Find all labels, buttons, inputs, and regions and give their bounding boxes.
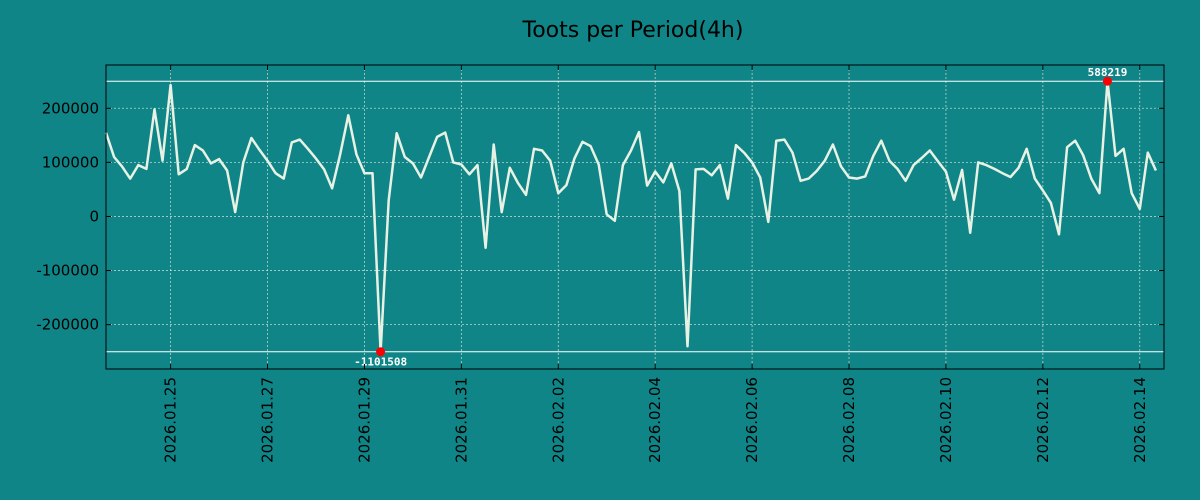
x-tick-label: 2026.02.14 bbox=[1131, 377, 1149, 463]
x-tick-label: 2026.02.12 bbox=[1034, 377, 1052, 463]
x-tick-label: 2026.01.25 bbox=[162, 377, 180, 463]
plot-frame bbox=[105, 64, 1165, 370]
x-tick-label: 2026.02.06 bbox=[743, 377, 761, 463]
x-tick-label: 2026.02.08 bbox=[840, 377, 858, 463]
x-tick-label: 2026.02.02 bbox=[549, 377, 567, 463]
y-tick-label: -100000 bbox=[36, 262, 99, 280]
series-line bbox=[104, 79, 1158, 353]
series-layer bbox=[104, 79, 1158, 353]
y-tick-label: 100000 bbox=[42, 153, 99, 171]
x-tick-label: 2026.02.10 bbox=[937, 377, 955, 463]
x-tick-label: 2026.01.29 bbox=[355, 377, 373, 463]
y-tick-label: 200000 bbox=[42, 99, 99, 117]
grid-lines bbox=[106, 65, 1164, 369]
peak-label: -1101508 bbox=[354, 356, 407, 369]
y-tick-label: -200000 bbox=[36, 316, 99, 334]
x-tick-label: 2026.01.27 bbox=[259, 377, 277, 463]
peak-label: 588219 bbox=[1088, 66, 1128, 79]
reference-lines bbox=[106, 80, 1164, 353]
y-tick-label: 0 bbox=[89, 207, 99, 225]
axis-ticks: -200000 -100000 0 100000 200000 2026.01.25 202… bbox=[36, 65, 1164, 463]
peak-markers: -1101508 588219 bbox=[354, 66, 1127, 368]
chart-title: Toots per Period(4h) bbox=[522, 18, 744, 43]
peak-marker bbox=[376, 347, 386, 357]
peak-marker bbox=[1102, 76, 1112, 86]
x-tick-label: 2026.02.04 bbox=[646, 377, 664, 463]
x-tick-label: 2026.01.31 bbox=[452, 377, 470, 463]
